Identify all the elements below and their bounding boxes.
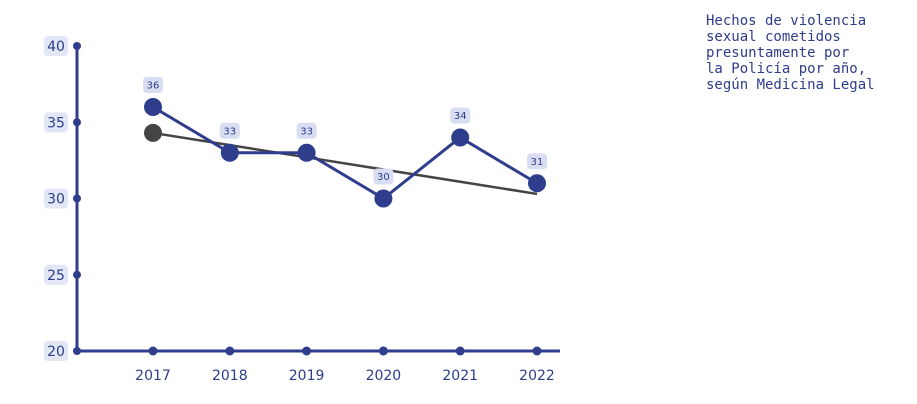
y-tick-label: 25 [47,268,65,284]
x-tick-label: 2022 [519,368,555,384]
x-tick-label: 2020 [366,368,402,384]
y-tick-dot [73,194,81,203]
y-tick-box [44,264,68,285]
value-label-box [296,122,317,139]
trend-line [152,131,538,196]
x-tick-dot [378,346,388,356]
point [528,174,546,193]
value-label-box [219,122,240,139]
y-tick-label: 30 [47,192,65,208]
point [374,189,393,208]
y-tick-box [44,36,68,56]
point [451,128,470,147]
point [297,143,316,162]
value-label-box [450,107,471,124]
title-line: la Policía por año, [706,61,866,77]
y-tick-label: 20 [47,344,65,360]
y-tick-dot [73,118,81,127]
series-line [152,105,538,201]
title-line: Hechos de violencia [706,13,866,29]
value-label: 34 [454,111,467,122]
y-tick-dot [73,42,81,50]
title-line: presuntamente por [706,45,849,61]
point [220,143,239,162]
value-label: 30 [377,172,390,183]
y-tick-box [44,112,68,133]
value-label-box [373,168,394,185]
y-tick-box [44,188,68,209]
y-tick-label: 35 [47,115,65,131]
x-tick-dot [148,346,158,356]
value-label: 33 [300,126,313,137]
value-label-box [143,77,163,93]
value-label: 36 [147,81,160,92]
trend-marker [144,123,162,142]
x-tick-dot [532,346,542,356]
x-tick-label: 2021 [442,368,478,384]
y-tick-dot [73,270,81,279]
y-tick-dot [73,347,81,355]
x-tick-dot [225,346,235,356]
value-label: 31 [531,157,544,168]
title-line: sexual cometidos [706,29,841,45]
x-tick-label: 2018 [212,368,248,384]
value-label-box [527,153,547,170]
point [144,98,162,116]
x-tick-label: 2017 [135,368,171,384]
y-tick-label: 40 [47,39,65,55]
title-line: según Medicina Legal [706,77,875,93]
x-tick-label: 2019 [289,368,325,384]
value-label: 33 [223,126,236,137]
y-tick-box [44,341,68,361]
x-tick-dot [455,346,465,356]
x-tick-dot [302,346,312,356]
